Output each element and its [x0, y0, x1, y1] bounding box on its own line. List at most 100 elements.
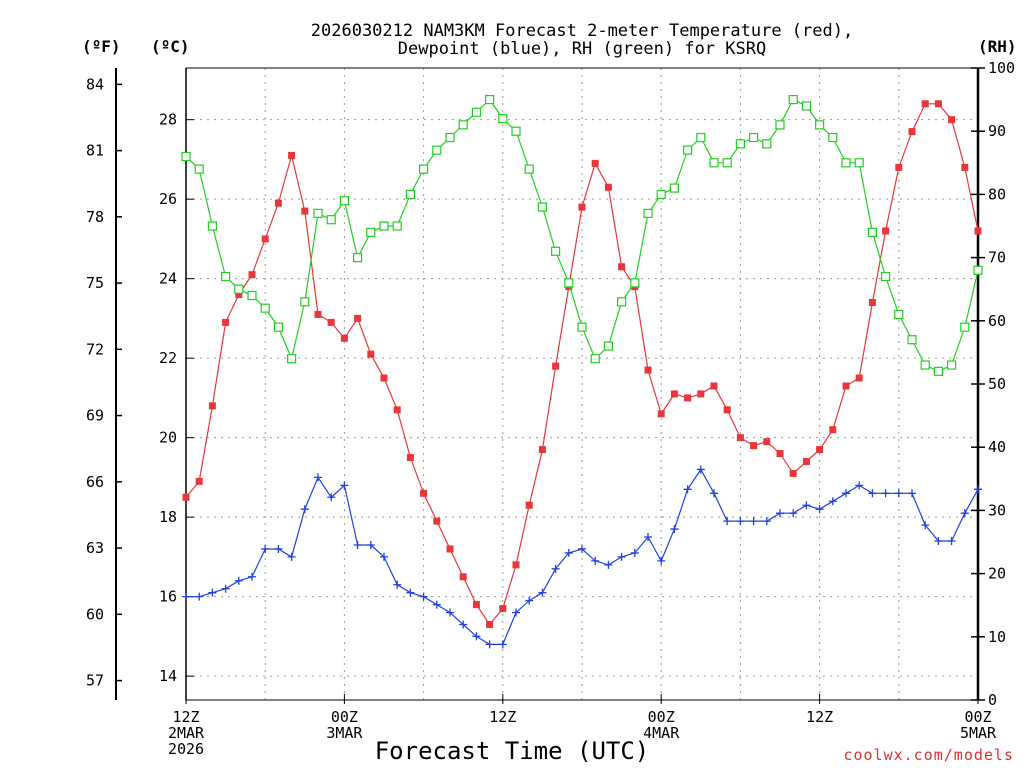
x-tick-label: 12Z	[172, 708, 199, 726]
data-point	[445, 132, 455, 143]
fahrenheit-tick-label: 69	[86, 407, 104, 425]
data-point	[485, 94, 495, 105]
rh-tick-label: 100	[988, 59, 1015, 77]
data-point	[458, 120, 468, 130]
data-point	[577, 322, 587, 332]
data-point	[353, 540, 362, 549]
data-point	[380, 552, 388, 561]
rh-unit-label: (RH)	[978, 37, 1017, 56]
credit-text: coolwx.com/models	[843, 746, 1014, 764]
data-point	[247, 290, 257, 301]
data-point	[722, 158, 732, 168]
fahrenheit-tick-label: 63	[86, 539, 104, 557]
data-point	[525, 501, 533, 509]
data-point	[313, 208, 323, 218]
data-point	[895, 163, 903, 171]
data-point	[735, 139, 746, 149]
data-point	[234, 576, 243, 585]
fahrenheit-tick-label: 66	[86, 473, 104, 491]
data-point	[920, 360, 930, 370]
data-point	[960, 509, 969, 518]
celsius-tick-label: 26	[159, 190, 177, 208]
data-point	[829, 426, 837, 434]
data-point	[300, 297, 310, 307]
data-point	[697, 390, 705, 398]
data-point	[471, 107, 481, 117]
data-point	[274, 544, 283, 553]
data-point	[880, 271, 891, 282]
data-point	[616, 297, 627, 307]
data-point	[578, 203, 586, 211]
data-point	[498, 113, 508, 124]
data-point	[776, 450, 784, 458]
data-point	[432, 145, 442, 155]
data-point	[512, 608, 520, 617]
data-point	[300, 505, 309, 514]
data-point	[710, 382, 718, 390]
x-tick-label: 00Z	[331, 708, 358, 726]
data-point	[287, 552, 296, 561]
data-point	[682, 145, 693, 155]
series-rh	[181, 94, 983, 376]
data-point	[723, 406, 731, 414]
data-point	[921, 100, 929, 108]
data-point	[630, 278, 640, 288]
data-point	[604, 183, 612, 191]
data-point	[657, 556, 666, 565]
data-point	[894, 489, 903, 498]
data-point	[867, 227, 878, 237]
data-point	[723, 517, 732, 526]
data-point	[934, 100, 942, 108]
data-point	[974, 485, 982, 494]
data-point	[788, 94, 798, 105]
x-tick-label: 00Z	[964, 708, 991, 726]
data-point	[961, 163, 969, 171]
data-point	[868, 489, 877, 498]
data-point	[590, 354, 600, 364]
data-point	[709, 158, 719, 168]
rh-tick-label: 70	[988, 249, 1006, 267]
rh-tick-label: 30	[988, 501, 1006, 519]
data-point	[881, 489, 890, 498]
series-dewpoint	[182, 465, 982, 649]
data-point	[684, 394, 692, 402]
data-point	[525, 596, 534, 605]
data-point	[538, 588, 547, 597]
data-point	[815, 505, 824, 514]
data-point	[657, 410, 665, 418]
data-point	[379, 221, 389, 231]
data-point	[842, 382, 850, 390]
data-point	[486, 620, 494, 628]
data-point	[551, 564, 560, 573]
data-point	[907, 335, 917, 345]
data-point	[406, 588, 415, 597]
data-point	[948, 116, 956, 124]
celsius-tick-label: 28	[159, 111, 177, 129]
data-point	[367, 350, 375, 358]
fahrenheit-tick-label: 81	[86, 142, 104, 160]
data-point	[855, 481, 864, 490]
data-point	[564, 548, 573, 557]
celsius-tick-label: 16	[159, 588, 177, 606]
data-point	[195, 477, 203, 485]
data-point	[459, 573, 467, 581]
data-point	[604, 560, 613, 569]
data-point	[261, 235, 269, 243]
data-point	[498, 640, 507, 649]
x-tick-label: 12Z	[489, 708, 516, 726]
fahrenheit-unit-label: (ºF)	[82, 37, 121, 56]
data-point	[789, 509, 798, 518]
data-point	[921, 521, 930, 530]
data-point	[207, 221, 217, 231]
data-point	[763, 438, 771, 446]
data-point	[406, 454, 414, 462]
data-point	[618, 263, 626, 271]
data-point	[841, 158, 851, 168]
chart-title-line-1: 2026030212 NAM3KM Forecast 2-meter Tempe…	[311, 21, 853, 41]
data-point	[248, 271, 256, 279]
data-point	[261, 544, 270, 553]
data-point	[696, 132, 706, 143]
data-point	[828, 497, 837, 506]
fahrenheit-tick-label: 72	[86, 340, 104, 358]
data-point	[419, 164, 429, 174]
